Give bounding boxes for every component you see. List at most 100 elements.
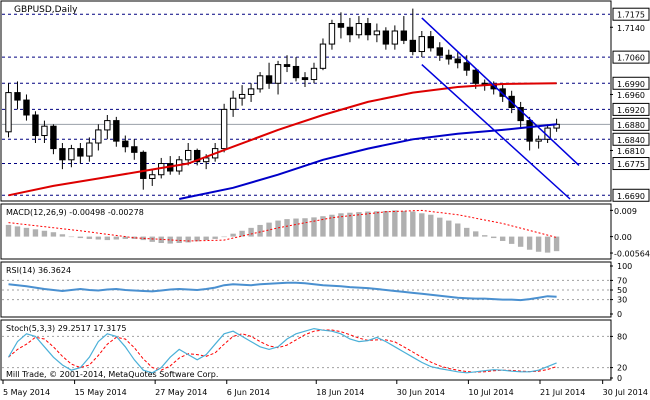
stoch-tick-label: 0	[617, 374, 622, 383]
price-level-label-box	[612, 157, 650, 171]
macd-histogram-bar	[122, 236, 128, 239]
candle-body	[427, 36, 434, 49]
candle-body	[140, 151, 147, 179]
trend-channel-lines	[421, 17, 580, 200]
price-level-label: 1.6775	[617, 160, 645, 169]
price-level-label-box	[612, 117, 650, 131]
candle-body	[113, 120, 120, 142]
macd-histogram-bar	[356, 212, 362, 237]
candle-body	[454, 58, 461, 64]
price-level-labels: 1.7175 1.7060 1.6990 1.6920 1.6880 1.6840 1.67…	[612, 7, 650, 202]
stoch-tick-label: 80	[617, 332, 627, 341]
macd-histogram-bar	[68, 236, 75, 238]
candlestick-series	[5, 8, 560, 190]
macd-histogram-bar	[437, 217, 443, 237]
candle-body	[283, 64, 291, 67]
moving-average-line	[8, 82, 557, 197]
macd-histogram-bar	[140, 236, 146, 241]
candle-body	[59, 148, 66, 161]
price-tick-label: 1.7140	[617, 24, 645, 33]
macd-histogram-bar	[419, 213, 425, 237]
candle-body	[95, 129, 102, 144]
x-tick-label: 15 May 2014	[75, 388, 127, 397]
rsi-tick-label: 70	[617, 276, 627, 285]
macd-histogram-bar	[553, 236, 560, 252]
candle-body	[400, 30, 408, 41]
candle-body	[238, 93, 246, 99]
candle-body	[77, 148, 84, 157]
macd-histogram-bar	[32, 229, 39, 237]
stoch-tick-label: 20	[617, 364, 627, 373]
candle-body	[409, 39, 417, 53]
macd-histogram-bar	[185, 236, 191, 243]
macd-histogram-bar	[50, 232, 57, 237]
candle-body	[104, 120, 111, 131]
macd-histogram-bar	[284, 219, 290, 237]
macd-histogram-bar	[167, 236, 173, 244]
macd-histogram-bar	[194, 236, 200, 242]
price-level-label: 1.6990	[617, 80, 645, 89]
macd-histogram-bar	[329, 214, 335, 237]
candle-body	[328, 23, 336, 45]
stoch-panel-frame	[0, 319, 612, 381]
candle-body	[193, 149, 201, 163]
macd-label: MACD(12,26,9) -0.00498 -0.00278	[6, 208, 144, 217]
macd-histogram-bar	[410, 211, 416, 237]
price-level-label: 1.6690	[617, 192, 645, 201]
candle-body	[319, 43, 327, 69]
candle-body	[391, 30, 399, 45]
macd-histogram-bar	[203, 236, 209, 241]
candle-body	[229, 97, 237, 110]
candle-body	[23, 99, 30, 116]
chart-title: GBPUSD,Daily	[14, 5, 78, 15]
x-tick-label: 30 Jun 2014	[397, 388, 445, 397]
candle-body	[301, 77, 309, 81]
x-tick-label: 5 May 2014	[3, 388, 50, 397]
price-level-label-box	[612, 102, 650, 116]
stoch-main-line	[7, 327, 557, 374]
price-level-label-box	[612, 7, 650, 21]
macd-histogram-bar	[526, 236, 533, 250]
moving-average-lines	[8, 82, 557, 200]
candle-body	[373, 30, 381, 36]
macd-histogram-bar	[23, 227, 30, 237]
macd-histogram-bar	[131, 236, 137, 239]
candle-body	[463, 62, 470, 71]
channel-line	[421, 64, 571, 200]
macd-histogram-bar	[248, 227, 254, 237]
candle-body	[418, 36, 426, 53]
candle-body	[337, 23, 345, 28]
rsi-tick-label: 0	[617, 310, 622, 319]
macd-histogram-bar	[365, 211, 371, 237]
candle-body	[86, 142, 93, 157]
macd-histogram-bar	[113, 236, 120, 240]
candle-body	[50, 125, 57, 150]
candle-body	[535, 138, 542, 142]
footer-copyright: Mill Trade, © 2001-2014, MetaQuotes Soft…	[6, 370, 218, 379]
macd-histogram-bar	[86, 236, 93, 239]
price-level-label: 1.7175	[617, 11, 645, 20]
price-level-label: 1.6880	[617, 121, 645, 130]
candle-body	[68, 148, 75, 161]
price-level-label: 1.6920	[617, 106, 645, 115]
macd-histogram-bar	[517, 236, 524, 247]
candle-body	[247, 88, 255, 95]
candle-body	[202, 157, 210, 163]
rsi-line	[8, 281, 557, 302]
macd-histogram-bar	[293, 218, 299, 237]
price-tick-label: 1.6960	[617, 91, 645, 100]
macd-histogram-bar	[230, 233, 236, 237]
stoch-label: Stoch(5,3,3) 29.2517 17.3175	[6, 324, 126, 333]
macd-histogram-bar	[59, 234, 66, 237]
macd-histogram-bar	[212, 236, 218, 239]
macd-histogram-bar	[275, 220, 281, 237]
x-tick-label: 18 Jun 2014	[316, 388, 364, 397]
price-tick-label: 1.6810	[617, 147, 645, 156]
candle-body	[526, 120, 533, 142]
stochastic-indicator: 80 200	[2, 327, 627, 383]
macd-histogram-bar	[14, 226, 21, 237]
candle-body	[472, 69, 479, 84]
price-level-label-box	[612, 76, 650, 90]
